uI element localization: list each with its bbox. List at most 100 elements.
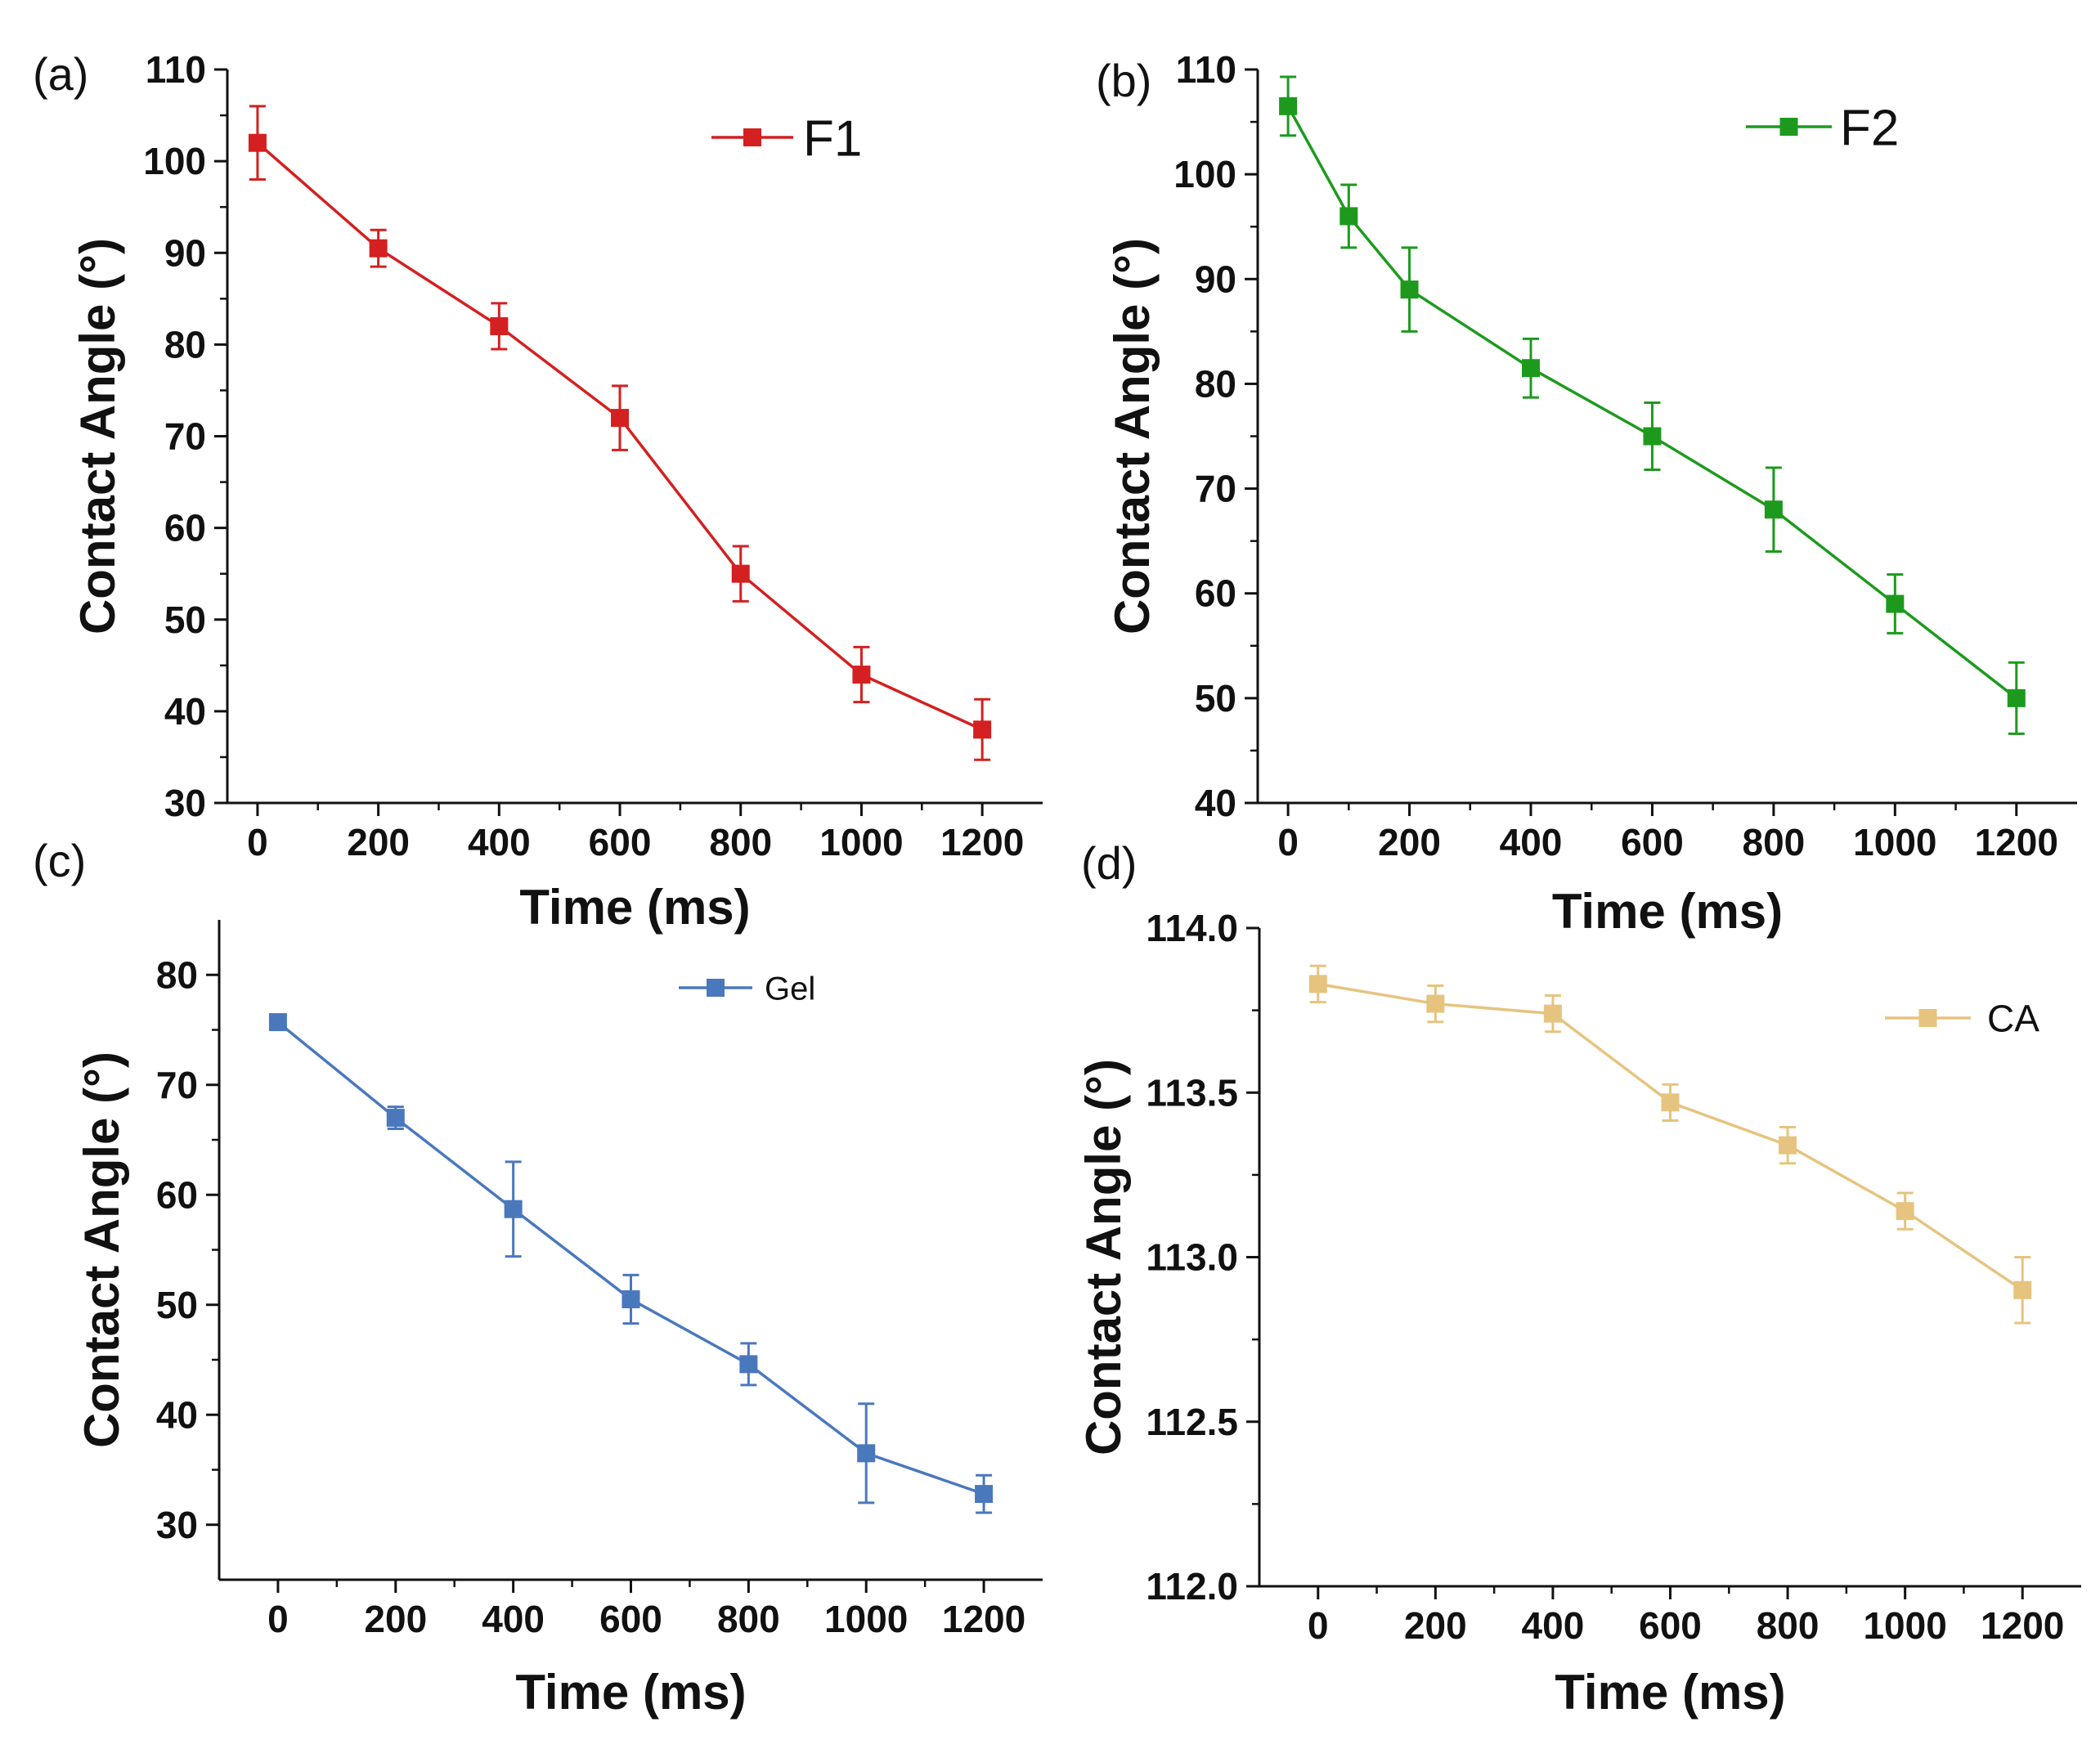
panel-label: (b) [1096, 55, 1151, 106]
data-point [1661, 1093, 1680, 1112]
data-point [975, 1485, 994, 1504]
legend-label: F1 [803, 110, 862, 167]
data-point [1886, 594, 1905, 613]
y-tick-label: 112.5 [1146, 1401, 1238, 1443]
x-tick-label: 1200 [942, 1598, 1025, 1640]
x-axis-title: Time (ms) [519, 880, 750, 935]
series-line [276, 1020, 985, 1496]
x-tick-label: 400 [482, 1598, 545, 1640]
y-axis-title: Contact Angle (°) [70, 238, 125, 635]
series-line [1317, 982, 2024, 1292]
x-tick-label: 600 [1621, 821, 1684, 863]
y-axis-title: Contact Angle (°) [1076, 1059, 1131, 1455]
chart-panel-3: (c) 0 200 400 600 800 1000 1200 30 40 50 60 70 80 Time… [33, 835, 1043, 1720]
data-point [1543, 1004, 1562, 1023]
x-tick-label: 800 [1757, 1604, 1820, 1647]
x-tick-label: 200 [347, 821, 410, 863]
x-tick-label: 600 [589, 821, 652, 863]
legend: Gel [679, 971, 815, 1007]
y-tick-label: 113.0 [1146, 1236, 1238, 1279]
data-point [268, 1013, 287, 1032]
legend-label: CA [1987, 998, 2039, 1040]
legend: F1 [711, 110, 862, 167]
x-tick-label: 0 [1277, 821, 1299, 863]
panel-label: (d) [1081, 837, 1137, 889]
legend: F2 [1746, 100, 1899, 156]
data-point [739, 1355, 758, 1374]
x-tick-label: 1200 [1981, 1604, 2064, 1647]
x-tick-label: 1000 [819, 821, 903, 863]
x-axis-title: Time (ms) [1555, 1665, 1785, 1720]
chart-panel-1: (a) 0 200 400 600 800 1000 1200 30 40 50 60 70 80 90 10… [33, 48, 1043, 935]
panel-label: (a) [33, 48, 88, 100]
y-tick-label: 70 [156, 1064, 198, 1106]
x-tick-label: 1000 [1853, 821, 1936, 863]
y-tick-label: 90 [1195, 258, 1236, 300]
y-tick-label: 113.5 [1146, 1071, 1238, 1114]
series-line [1286, 105, 2017, 700]
data-point [1643, 427, 1662, 446]
y-tick-label: 90 [164, 231, 206, 274]
panel-label: (c) [33, 835, 86, 886]
x-tick-label: 0 [1308, 1604, 1329, 1647]
x-tick-label: 0 [247, 821, 268, 863]
y-tick-label: 114.0 [1146, 907, 1238, 949]
y-tick-label: 40 [164, 690, 206, 733]
y-tick-label: 60 [164, 507, 206, 549]
x-tick-label: 800 [717, 1598, 780, 1640]
y-tick-label: 70 [1195, 468, 1236, 510]
x-tick-label: 0 [267, 1598, 289, 1640]
y-tick-label: 40 [1195, 782, 1236, 824]
chart-panel-4: (d) 0 200 400 600 800 1000 1200 112.0 112.5 113.0 1… [1076, 837, 2081, 1720]
data-point [1308, 975, 1327, 993]
x-tick-label: 1200 [1975, 821, 2058, 863]
x-tick-label: 200 [364, 1598, 427, 1640]
x-tick-label: 1000 [1863, 1604, 1946, 1647]
data-point [369, 239, 388, 258]
y-tick-label: 50 [164, 599, 206, 641]
y-tick-label: 50 [1195, 677, 1236, 720]
x-tick-label: 400 [1522, 1604, 1585, 1647]
x-tick-label: 1000 [824, 1598, 908, 1640]
data-point [852, 666, 871, 684]
y-tick-label: 80 [1195, 362, 1236, 405]
x-axis-title: Time (ms) [1552, 884, 1783, 939]
data-point [2007, 688, 2026, 707]
x-tick-label: 200 [1378, 821, 1441, 863]
data-point [857, 1444, 876, 1463]
y-tick-label: 30 [156, 1504, 198, 1546]
data-point [1779, 1136, 1797, 1155]
y-tick-label: 80 [156, 953, 198, 996]
y-tick-label: 80 [164, 323, 206, 365]
x-tick-label: 800 [1743, 821, 1806, 863]
y-tick-label: 100 [143, 140, 206, 182]
data-point [1764, 500, 1783, 519]
data-point [1339, 207, 1358, 226]
data-point [731, 564, 750, 583]
data-point [1279, 96, 1298, 115]
data-point [2013, 1280, 2032, 1299]
y-tick-label: 100 [1173, 153, 1236, 195]
x-axis-title: Time (ms) [515, 1665, 746, 1720]
y-tick-label: 110 [1176, 48, 1236, 91]
data-point [1522, 359, 1540, 378]
data-point [490, 316, 509, 335]
data-point [386, 1109, 405, 1128]
legend-label: F2 [1840, 100, 1899, 156]
y-tick-label: 112.0 [1146, 1565, 1238, 1608]
x-tick-label: 400 [468, 821, 531, 863]
chart-panel-2: (b) 0 200 400 600 800 1000 1200 40 50 60 70 80 90 100 1… [1096, 48, 2077, 939]
y-tick-label: 50 [156, 1284, 198, 1326]
y-tick-label: 110 [146, 48, 206, 91]
x-tick-label: 200 [1404, 1604, 1467, 1647]
y-tick-label: 30 [164, 782, 206, 824]
legend: CA [1885, 998, 2039, 1040]
x-tick-label: 800 [709, 821, 772, 863]
x-tick-label: 600 [599, 1598, 662, 1640]
x-tick-label: 600 [1639, 1604, 1702, 1647]
y-axis-title: Contact Angle (°) [1105, 238, 1160, 635]
data-point [248, 133, 267, 152]
legend-marker [707, 979, 725, 997]
data-point [1896, 1202, 1914, 1221]
x-tick-label: 400 [1500, 821, 1563, 863]
